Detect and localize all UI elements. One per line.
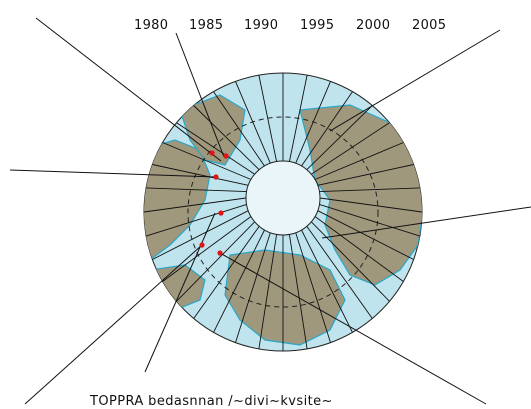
polar-cap <box>245 160 321 236</box>
meridian-line <box>317 164 414 186</box>
meridian-line <box>193 105 260 171</box>
callout-line-top-right <box>329 29 501 132</box>
meridian-line <box>295 81 331 164</box>
meridian-grid <box>143 73 423 351</box>
year-label-2005: 2005 <box>412 18 446 33</box>
meridian-line <box>258 75 278 162</box>
year-labels: 1980 1985 1990 1995 2000 2005 <box>134 18 446 33</box>
meridian-line <box>258 234 278 349</box>
site-markers <box>199 150 229 256</box>
site-marker <box>209 150 215 156</box>
meridian-line <box>143 197 247 213</box>
meridian-line <box>235 81 271 164</box>
callout-lines <box>9 17 531 405</box>
meridian-line <box>319 203 421 237</box>
meridian-line <box>314 142 404 180</box>
callout-line-bottom-left-b <box>144 212 216 373</box>
land-europe <box>224 249 346 346</box>
globe <box>143 72 423 352</box>
meridian-line <box>193 226 260 319</box>
meridian-line <box>319 197 423 213</box>
meridian-line <box>314 216 404 282</box>
meridian-line <box>152 164 249 186</box>
callout-line-left <box>9 169 217 178</box>
meridian-line <box>146 187 247 193</box>
callout-line-right <box>321 206 531 239</box>
callout-line-bottom-left-a <box>24 244 203 405</box>
meridian-line <box>301 229 353 333</box>
year-label-1990: 1990 <box>244 18 278 33</box>
meridian-line <box>306 226 373 319</box>
meridian-line <box>162 216 252 282</box>
callout-line-top-left <box>35 17 222 162</box>
meridian-line <box>288 75 308 162</box>
year-label-1995: 1995 <box>300 18 334 33</box>
meridian-line <box>162 142 252 180</box>
meridian-line <box>213 229 265 333</box>
meridian-line <box>145 203 247 237</box>
meridian-line <box>310 221 390 302</box>
site-marker <box>217 250 223 256</box>
meridian-line <box>306 105 373 171</box>
meridian-line <box>235 232 271 343</box>
site-marker <box>199 242 205 248</box>
site-marker <box>218 210 224 216</box>
meridian-line <box>176 122 255 175</box>
year-label-2000: 2000 <box>356 18 390 33</box>
meridian-line <box>152 210 249 260</box>
meridian-line <box>213 91 265 167</box>
meridian-line <box>295 232 331 343</box>
meridian-line <box>317 210 414 260</box>
map-caption: TOPPRA bedasnnan /~divi~kvsite~ <box>89 394 333 409</box>
land-greenland <box>179 94 246 166</box>
meridian-line <box>288 234 308 349</box>
meridian-line <box>319 187 420 193</box>
callout-line-bottom-right <box>219 252 487 405</box>
site-marker <box>223 153 229 159</box>
callout-line-top-year <box>175 32 225 158</box>
meridian-line <box>176 221 256 302</box>
meridian-line <box>311 122 390 175</box>
meridian-line <box>301 91 353 167</box>
site-marker <box>213 174 219 180</box>
year-label-1980: 1980 <box>134 18 168 33</box>
year-label-1985: 1985 <box>189 18 223 33</box>
